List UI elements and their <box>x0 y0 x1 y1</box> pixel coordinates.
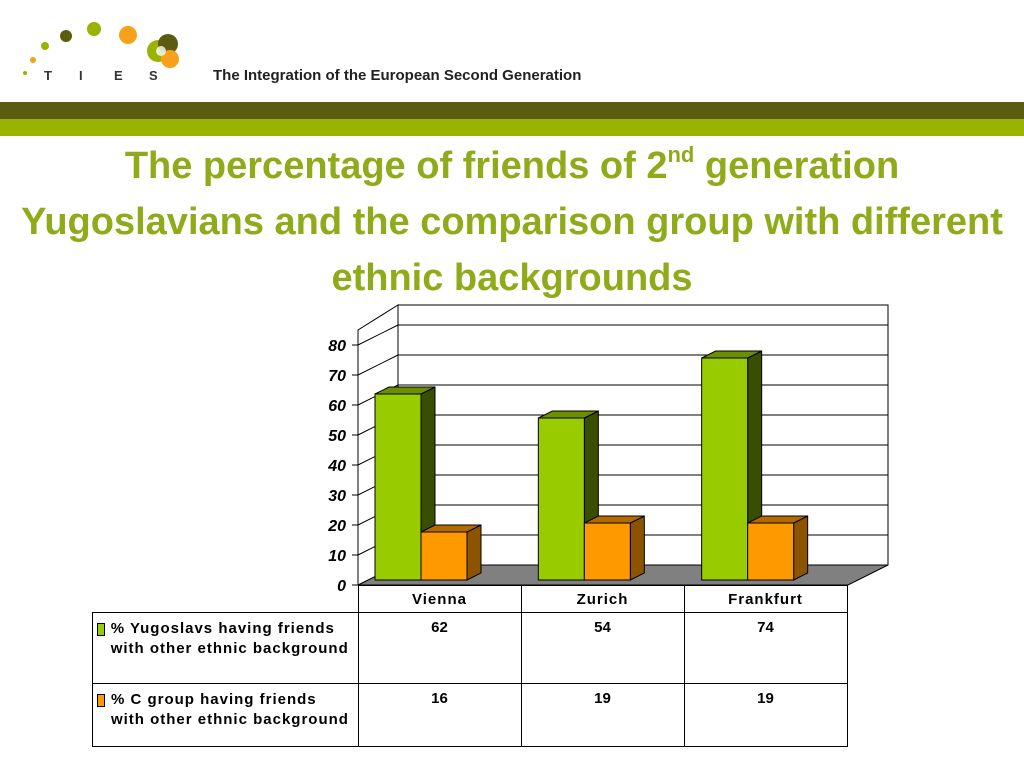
table-row-label: % Yugoslavs having friends with other et… <box>92 612 359 684</box>
slide-title: The percentage of friends of 2nd generat… <box>10 138 1014 306</box>
title-superscript: nd <box>667 142 695 167</box>
data-table: Vienna Zurich Frankfurt % Yugoslavs havi… <box>92 585 848 747</box>
table-row-label: % C group having friends with other ethn… <box>92 683 359 747</box>
table-header-cell: Zurich <box>520 585 685 613</box>
bar <box>537 417 585 581</box>
y-tick-label: 30 <box>328 488 346 505</box>
bar-top <box>584 515 645 524</box>
bar-side <box>420 386 436 581</box>
logo-dot <box>87 22 101 36</box>
bar-side <box>466 524 482 581</box>
table-cell: 19 <box>683 683 848 747</box>
y-tick-label: 50 <box>328 428 346 445</box>
chart-floor <box>357 564 889 586</box>
logo-dot <box>30 57 36 63</box>
bar <box>374 393 422 581</box>
legend-swatch-orange <box>97 694 105 707</box>
y-tick-label: 20 <box>327 518 346 535</box>
gridline-side <box>357 414 399 436</box>
gridline-side <box>357 354 399 376</box>
chart-back-wall <box>397 304 889 566</box>
bar-side <box>747 350 763 581</box>
bar-top <box>701 350 762 359</box>
logo-letter: I <box>79 68 83 83</box>
logo-letter: E <box>114 68 123 83</box>
legend-label: % Yugoslavs having friends with other et… <box>110 620 349 657</box>
table-cell: 16 <box>357 683 522 747</box>
y-tick-label: 40 <box>327 458 346 475</box>
logo-dot <box>156 46 166 56</box>
header-band-light <box>0 119 1024 136</box>
y-tick-label: 10 <box>328 548 346 565</box>
bar <box>701 357 749 581</box>
logo-letter: S <box>149 68 158 83</box>
table-header-cell: Vienna <box>357 585 522 613</box>
gridline-side <box>357 384 399 406</box>
table-corner <box>92 585 359 613</box>
gridline-side <box>357 534 399 556</box>
chart-side-wall <box>357 304 399 586</box>
table-cell: 19 <box>520 683 685 747</box>
gridline-side <box>357 324 399 346</box>
y-tick-label: 60 <box>328 398 346 415</box>
bar-side <box>583 410 599 581</box>
header-band-dark <box>0 102 1024 119</box>
bar <box>747 522 795 581</box>
y-tick-label: 80 <box>328 338 346 355</box>
table-cell: 74 <box>683 612 848 684</box>
title-part-1: The percentage of friends of 2 <box>124 145 668 187</box>
table-cell: 62 <box>357 612 522 684</box>
y-tick-label: 70 <box>328 368 346 385</box>
gridline-side <box>357 444 399 466</box>
gridline-side <box>357 474 399 496</box>
table-header-cell: Frankfurt <box>683 585 848 613</box>
legend-swatch-green <box>97 623 105 636</box>
gridline-side <box>357 504 399 526</box>
bar <box>420 531 468 581</box>
bar-top <box>420 524 482 533</box>
logo-dot <box>119 26 137 44</box>
logo-dot <box>161 50 179 68</box>
ties-logo <box>23 22 179 75</box>
logo-dot <box>60 30 72 42</box>
legend-label: % C group having friends with other ethn… <box>110 691 349 728</box>
bar-side <box>793 515 809 581</box>
header-tagline: The Integration of the European Second G… <box>213 67 582 84</box>
bar-top <box>747 515 808 524</box>
bar-top <box>374 386 436 395</box>
title-part-2: generation Yugoslavians and the comparis… <box>21 145 1003 299</box>
bar <box>583 522 631 581</box>
logo-dot <box>41 42 49 50</box>
logo-dot <box>23 71 27 75</box>
table-cell: 54 <box>520 612 685 684</box>
bar-side <box>629 515 645 581</box>
logo-letter: T <box>44 68 52 83</box>
bar-top <box>538 410 599 419</box>
